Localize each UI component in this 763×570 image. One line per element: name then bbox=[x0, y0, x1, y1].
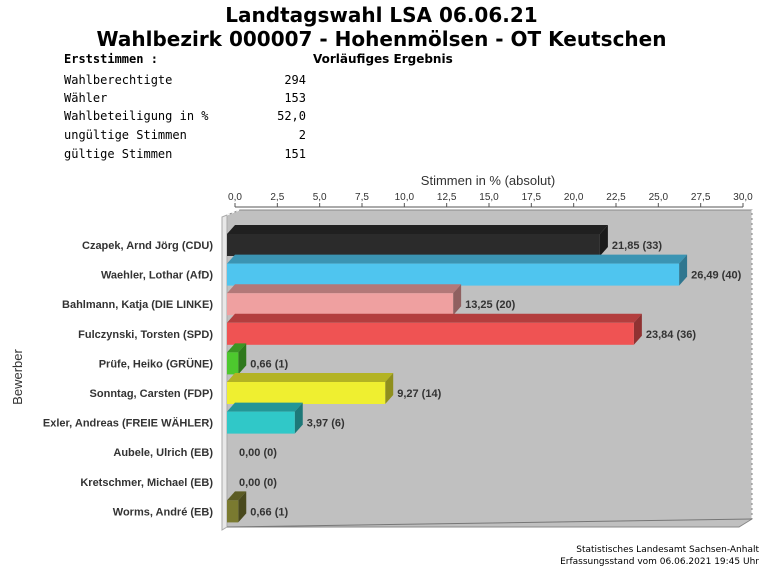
bar-side-face bbox=[679, 254, 688, 286]
bar bbox=[227, 263, 680, 286]
x-tick-label: 15,0 bbox=[479, 192, 499, 203]
x-tick-label: 30,0 bbox=[733, 192, 753, 203]
bar-side-face bbox=[238, 491, 247, 523]
plot-left-wall bbox=[221, 214, 228, 531]
bar bbox=[227, 352, 239, 375]
bar-side-face bbox=[294, 402, 303, 434]
bar-top-face bbox=[227, 373, 394, 382]
bar bbox=[227, 411, 295, 434]
bar-value-label: 13,25 (20) bbox=[465, 299, 515, 311]
bar-top-face bbox=[227, 491, 247, 501]
stat-value-wahlberechtigte: 294 bbox=[284, 73, 306, 87]
bar-top-face bbox=[227, 313, 642, 323]
category-label: Waehler, Lothar (AfD) bbox=[101, 270, 213, 282]
stat-value-wahlbeteiligung: 52,0 bbox=[277, 109, 306, 123]
bar-top-face bbox=[227, 225, 608, 234]
bar-value-label: 0,00 (0) bbox=[239, 447, 277, 459]
bar-top-face bbox=[227, 284, 462, 294]
x-axis-label: Stimmen in % (absolut) bbox=[421, 173, 555, 188]
footer-source: Statistisches Landesamt Sachsen-Anhalt bbox=[576, 545, 759, 555]
stat-label-ungueltige: ungültige Stimmen bbox=[64, 128, 187, 142]
x-tick-label: 2,5 bbox=[270, 192, 284, 203]
plot-back-line bbox=[226, 209, 241, 216]
bar-side-face bbox=[453, 284, 462, 316]
bar-value-label: 21,85 (33) bbox=[612, 240, 662, 252]
category-label: Prüfe, Heiko (GRÜNE) bbox=[99, 357, 214, 370]
bar-top-face bbox=[227, 402, 303, 412]
bar-value-label: 9,27 (14) bbox=[397, 388, 441, 400]
bar-top-face bbox=[227, 343, 247, 353]
x-tick-label: 20,0 bbox=[564, 192, 584, 203]
bar bbox=[227, 322, 634, 345]
bar-value-label: 23,84 (36) bbox=[646, 329, 696, 341]
bar-chart: Stimmen in % (absolut) 0,0 2,5 5,0 7,5 10,0 12… bbox=[10, 173, 753, 531]
stat-value-ungueltige: 2 bbox=[298, 128, 306, 142]
plot-bottom-edge bbox=[226, 518, 753, 528]
category-label: Bahlmann, Katja (DIE LINKE) bbox=[62, 299, 213, 311]
stat-label-waehler: Wähler bbox=[64, 91, 108, 105]
category-label: Fulczynski, Torsten (SPD) bbox=[78, 329, 213, 341]
bar bbox=[227, 500, 239, 523]
bar-side-face bbox=[238, 343, 247, 375]
x-tick-label: 5,0 bbox=[313, 192, 327, 203]
x-tick-label: 0,0 bbox=[228, 192, 242, 203]
bar-value-label: 0,66 (1) bbox=[250, 506, 288, 518]
stat-label-gueltige: gültige Stimmen bbox=[64, 147, 173, 161]
category-label: Kretschmer, Michael (EB) bbox=[80, 477, 213, 489]
stat-label-wahlberechtigte: Wahlberechtigte bbox=[64, 73, 173, 87]
stat-value-gueltige: 151 bbox=[284, 147, 306, 161]
section-label: Erststimmen : bbox=[64, 52, 158, 66]
bar-value-label: 0,66 (1) bbox=[250, 358, 288, 370]
stat-label-wahlbeteiligung: Wahlbeteiligung in % bbox=[64, 109, 209, 123]
bar-side-face bbox=[385, 373, 394, 404]
bar-side-face bbox=[633, 313, 642, 345]
x-tick-label: 27,5 bbox=[691, 192, 711, 203]
x-tick-label: 7,5 bbox=[355, 192, 369, 203]
bar-value-label: 3,97 (6) bbox=[307, 418, 345, 430]
page-subtitle: Wahlbezirk 000007 - Hohenmölsen - OT Keu… bbox=[96, 27, 667, 51]
x-tick-label: 22,5 bbox=[606, 192, 626, 203]
category-label: Aubele, Ulrich (EB) bbox=[113, 447, 213, 459]
bar-value-label: 0,00 (0) bbox=[239, 477, 277, 489]
bar-side-face bbox=[599, 225, 608, 256]
bar bbox=[227, 382, 386, 404]
category-label: Czapek, Arnd Jörg (CDU) bbox=[82, 240, 213, 252]
y-axis-label: Bewerber bbox=[10, 349, 25, 405]
result-status: Vorläufiges Ergebnis bbox=[313, 52, 453, 66]
stat-value-waehler: 153 bbox=[284, 91, 306, 105]
bar-value-label: 26,49 (40) bbox=[691, 270, 741, 282]
category-label: Worms, André (EB) bbox=[113, 506, 214, 518]
category-label: Sonntag, Carsten (FDP) bbox=[90, 388, 214, 400]
x-tick-label: 10,0 bbox=[395, 192, 415, 203]
category-label: Exler, Andreas (FREIE WÄHLER) bbox=[43, 417, 213, 430]
bar bbox=[227, 234, 600, 256]
bar-top-face bbox=[227, 254, 688, 264]
bar bbox=[227, 293, 454, 316]
x-tick-label: 12,5 bbox=[437, 192, 457, 203]
x-tick-label: 17,5 bbox=[522, 192, 542, 203]
page-title: Landtagswahl LSA 06.06.21 bbox=[225, 3, 538, 27]
x-tick-label: 25,0 bbox=[649, 192, 669, 203]
footer-timestamp: Erfassungsstand vom 06.06.2021 19:45 Uhr bbox=[560, 557, 759, 567]
